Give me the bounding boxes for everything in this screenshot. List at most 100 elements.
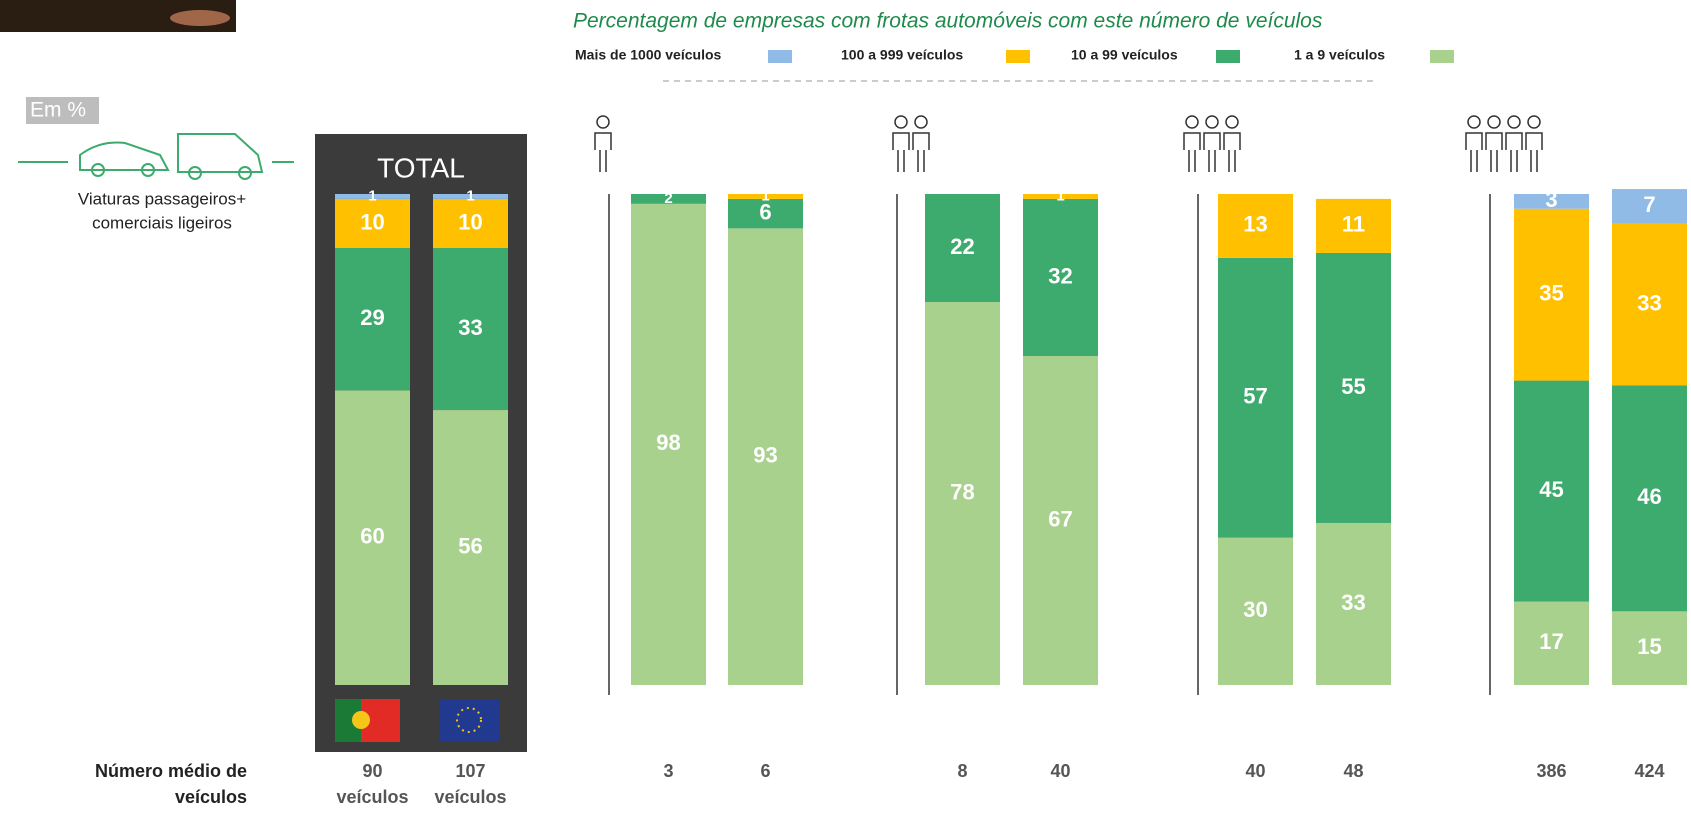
bar-segment <box>1218 537 1293 685</box>
data-label: 10 <box>360 209 384 234</box>
data-label: 98 <box>656 430 680 455</box>
bar-segment <box>1612 223 1687 386</box>
data-label: 10 <box>458 209 482 234</box>
data-label: 33 <box>1341 590 1365 615</box>
bar-segment <box>1023 194 1098 199</box>
data-label: 15 <box>1637 634 1661 659</box>
data-label: 2 <box>664 190 672 207</box>
bar-segment <box>925 194 1000 303</box>
vehicle-icon <box>18 133 294 180</box>
average-value: 48 <box>1343 761 1363 781</box>
person-head <box>894 115 908 129</box>
bar-segment <box>335 194 410 199</box>
legend-label: Mais de 1000 veículos <box>575 47 722 63</box>
data-label: 1 <box>466 187 474 204</box>
person-head <box>1225 115 1239 129</box>
bar-segment <box>1514 380 1589 602</box>
person-head <box>1507 115 1521 129</box>
average-value: 8 <box>957 761 967 781</box>
person-head <box>1185 115 1199 129</box>
bar-segment <box>1612 189 1687 224</box>
average-value: 6 <box>760 761 770 781</box>
data-label: 93 <box>753 442 777 467</box>
data-label: 55 <box>1341 374 1365 399</box>
bar-segment <box>728 228 803 685</box>
data-label: 3 <box>1545 187 1557 212</box>
data-label: 1 <box>368 187 376 204</box>
data-label: 6 <box>759 199 771 224</box>
bar-segment <box>1218 194 1293 258</box>
person-body <box>1485 132 1503 172</box>
person-body <box>1505 132 1523 172</box>
person-head <box>1467 115 1481 129</box>
data-label: 7 <box>1643 192 1655 217</box>
average-value: 40 <box>1050 761 1070 781</box>
data-label: 30 <box>1243 597 1267 622</box>
unit-note: Em % <box>30 99 86 122</box>
average-value: 40 <box>1245 761 1265 781</box>
data-label: 78 <box>950 479 974 504</box>
bar-segment <box>1023 198 1098 357</box>
person-body <box>912 132 930 172</box>
bar-segment <box>1023 356 1098 685</box>
bar-segment <box>631 203 706 685</box>
person-body <box>1223 132 1241 172</box>
average-value: 107 <box>455 761 485 781</box>
total-label: TOTAL <box>377 152 465 183</box>
bar-segment <box>1316 198 1391 253</box>
person-body <box>1183 132 1201 172</box>
vehicle-caption: comerciais ligeiros <box>92 213 232 232</box>
person-body <box>892 132 910 172</box>
people-icon <box>1465 115 1543 172</box>
legend-label: 100 a 999 veículos <box>841 47 963 63</box>
person-body <box>1203 132 1221 172</box>
bar-segment <box>1514 194 1589 209</box>
bar-segment <box>925 302 1000 685</box>
bar-segment <box>631 194 706 204</box>
bar-segment <box>335 390 410 685</box>
bar-segment <box>335 198 410 249</box>
flag-eu <box>440 699 499 742</box>
bar-segment <box>1612 611 1687 685</box>
photo-fragment <box>170 10 230 26</box>
people-icon <box>594 115 612 172</box>
data-label: 45 <box>1539 477 1563 502</box>
data-label: 13 <box>1243 212 1267 237</box>
data-label: 22 <box>950 234 974 259</box>
person-head <box>596 115 610 129</box>
bar-segment <box>1612 385 1687 612</box>
legend-label: 10 a 99 veículos <box>1071 47 1178 63</box>
bar-segment <box>433 194 508 199</box>
bar-segment <box>433 248 508 411</box>
data-label: 33 <box>458 315 482 340</box>
legend-label: 1 a 9 veículos <box>1294 47 1385 63</box>
bar-segment <box>1514 601 1589 685</box>
average-label: veículos <box>175 787 247 807</box>
bar-segment <box>1218 257 1293 538</box>
data-label: 33 <box>1637 290 1661 315</box>
data-label: 17 <box>1539 629 1563 654</box>
person-body <box>1465 132 1483 172</box>
bar-segment <box>335 248 410 391</box>
average-value: 386 <box>1536 761 1566 781</box>
legend-swatch <box>768 50 792 63</box>
average-value: 424 <box>1634 761 1664 781</box>
bar-segment <box>728 198 803 229</box>
bar-segment <box>433 410 508 685</box>
person-head <box>1205 115 1219 129</box>
person-body <box>594 132 612 172</box>
average-unit: veículos <box>336 787 408 807</box>
bar-segment <box>728 194 803 199</box>
data-label: 11 <box>1342 212 1365 237</box>
chart-title: Percentagem de empresas com frotas autom… <box>573 10 1323 33</box>
person-head <box>1527 115 1541 129</box>
flag-pt <box>335 699 400 742</box>
legend-swatch <box>1430 50 1454 63</box>
data-label: 1 <box>761 187 769 204</box>
unit-box <box>26 97 99 124</box>
data-label: 32 <box>1048 263 1072 288</box>
average-label: Número médio de <box>95 761 247 781</box>
bar-segment <box>433 198 508 249</box>
bar-segment <box>1316 252 1391 523</box>
legend-swatch <box>1006 50 1030 63</box>
